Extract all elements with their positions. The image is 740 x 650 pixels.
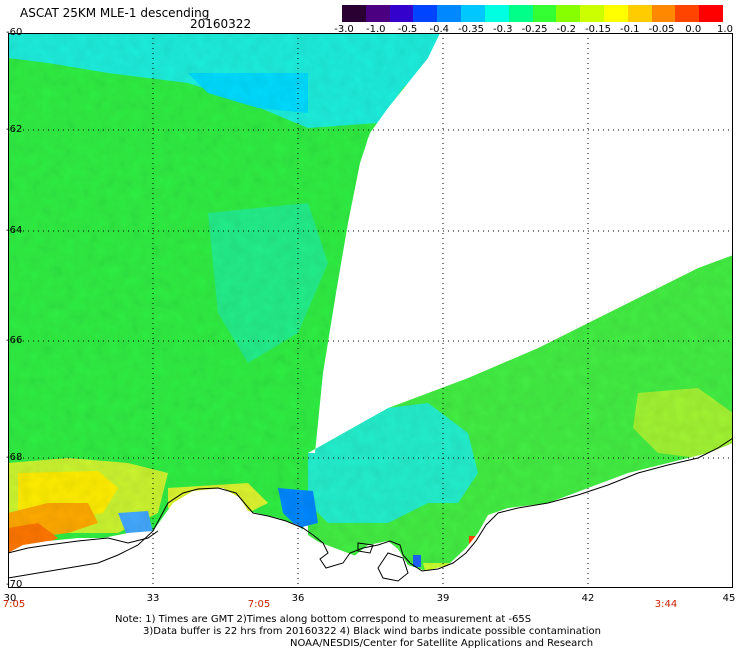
x-label-42: 42 (581, 593, 595, 604)
colorbar-swatch (342, 5, 366, 22)
colorbar-tick-label: -0.2 (556, 24, 577, 35)
colorbar-swatch (675, 5, 700, 22)
colorbar-tick-label: -0.5 (397, 24, 418, 35)
colorbar-swatch (365, 5, 390, 22)
y-label-66: -66 (6, 335, 23, 346)
right-swath-cyan (308, 403, 478, 523)
colorbar-swatch (556, 5, 581, 22)
x-label-45: 45 (722, 593, 736, 604)
colorbar-swatch (651, 5, 676, 22)
colorbar-tick-label: -0.3 (492, 24, 513, 35)
footnote-line-3: NOAA/NESDIS/Center for Satellite Applica… (290, 638, 594, 649)
colorbar-swatch (532, 5, 557, 22)
colorbar-swatch (461, 5, 485, 22)
coastline (8, 437, 733, 579)
island-outline-2 (357, 542, 374, 554)
colorbar-tick-label: -0.05 (648, 24, 675, 35)
swath-cyan-band (188, 73, 308, 113)
colorbar-swatch (484, 5, 509, 22)
map-date: 20160322 (190, 17, 252, 31)
y-label-60: -60 (6, 27, 23, 38)
coastline-left-lower (8, 530, 159, 554)
y-label-64: -64 (6, 225, 23, 236)
x-label-30: 30 (3, 593, 17, 604)
y-label-62: -62 (6, 124, 23, 135)
antarctica-land (8, 443, 733, 588)
footnote-line-2: 3)Data buffer is 22 hrs from 20160322 4)… (143, 626, 601, 637)
colorbar-tick-label: -0.35 (458, 24, 484, 35)
swath-gap (308, 33, 733, 453)
colorbar-labels: -3.0 -1.0 -0.5 -0.4 -0.35 -0.3 -0.25 -0.2 -0.15-… (330, 24, 740, 38)
colorbar-tick-label: -0.25 (521, 24, 548, 35)
swath-data (8, 33, 733, 581)
colorbar-swatch (413, 5, 438, 22)
blue-point (413, 555, 421, 567)
x-label-36: 36 (291, 593, 305, 604)
colorbar-tick-label: 0.0 (685, 24, 702, 35)
map-title: ASCAT 25KM MLE-1 descending (20, 6, 210, 20)
colorbar-tick-label: -0.1 (619, 24, 640, 35)
colorbar-swatch (699, 5, 723, 22)
colorbar-swatch (580, 5, 604, 22)
colorbar-swatch (603, 5, 628, 22)
swath-map (8, 33, 733, 588)
colorbar-swatch (508, 5, 533, 22)
colorbar-tick-label: -0.15 (585, 24, 611, 35)
colorbar-tick-label: 1.0 (717, 24, 733, 35)
map-frame (8, 33, 733, 588)
y-label-70: -70 (6, 579, 23, 590)
right-swath-yellow (633, 388, 733, 458)
colorbar-tick-label: -3.0 (334, 24, 354, 35)
island-outline (377, 552, 409, 582)
time-label-right: 3:44 (654, 599, 678, 610)
time-label-left: 7:05 (2, 599, 26, 610)
y-label-68: -68 (6, 452, 23, 463)
colorbar-swatch (437, 5, 462, 22)
colorbar (342, 5, 723, 22)
footnote: Note: 1) Times are GMT 2)Times along bot… (115, 614, 601, 650)
footnote-line-1: Note: 1) Times are GMT 2)Times along bot… (115, 614, 532, 625)
colorbar-tick-label: -1.0 (365, 24, 386, 35)
blue-patch-left (118, 511, 153, 538)
x-label-33: 33 (146, 593, 160, 604)
x-label-39: 39 (436, 593, 450, 604)
colorbar-swatch (627, 5, 652, 22)
time-label-center: 7:05 (247, 599, 271, 610)
colorbar-tick-label: -0.4 (429, 24, 450, 35)
colorbar-swatch (389, 5, 414, 22)
grid (8, 33, 733, 588)
